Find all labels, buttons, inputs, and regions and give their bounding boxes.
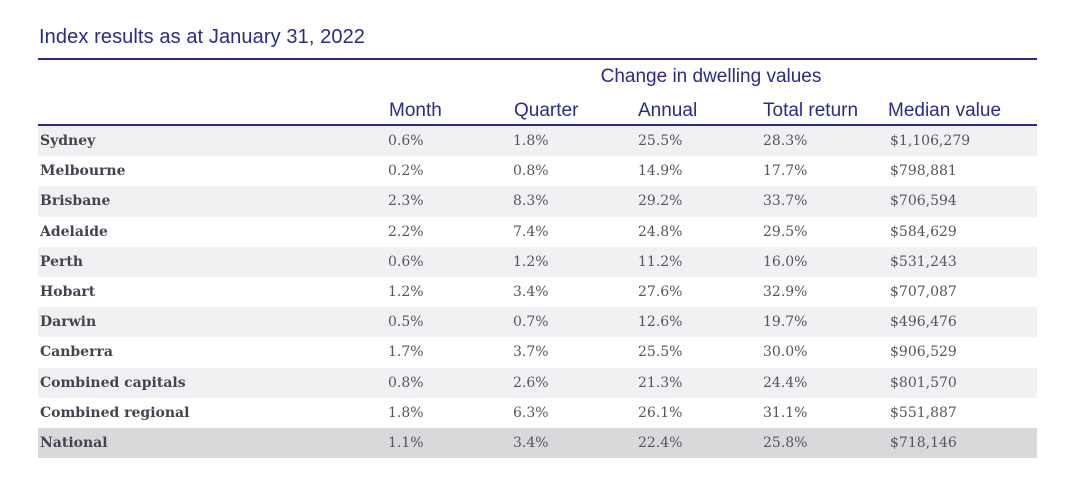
column-header-month: Month <box>389 100 442 121</box>
month-change: 2.2% <box>388 223 424 240</box>
title-divider <box>38 58 1037 60</box>
annual-change: 25.5% <box>638 133 683 149</box>
median-value: $551,887 <box>890 404 957 421</box>
total-return: 30.0% <box>763 344 808 361</box>
table-row-adelaide: Adelaide 2.2% 7.4% 24.8% 29.5% $584,629 <box>38 217 1037 247</box>
median-value: $718,146 <box>890 434 957 451</box>
region-name: Combined regional <box>40 404 190 421</box>
table-row-hobart: Hobart 1.2% 3.4% 27.6% 32.9% $707,087 <box>38 277 1037 307</box>
median-value: $531,243 <box>890 253 957 270</box>
total-return: 33.7% <box>763 193 808 210</box>
quarter-change: 3.7% <box>513 344 549 361</box>
quarter-change: 3.4% <box>513 283 549 300</box>
total-return: 19.7% <box>763 314 808 331</box>
table-body: Sydney 0.6% 1.8% 25.5% 28.3% $1,106,279 … <box>38 126 1037 459</box>
month-change: 1.8% <box>388 404 424 421</box>
month-change: 1.1% <box>388 434 424 451</box>
median-value: $707,087 <box>890 283 957 300</box>
region-name: Hobart <box>40 283 96 300</box>
median-value: $801,570 <box>890 374 957 391</box>
page-title: Index results as at January 31, 2022 <box>39 26 366 48</box>
table-row-perth: Perth 0.6% 1.2% 11.2% 16.0% $531,243 <box>38 246 1037 277</box>
total-return: 24.4% <box>763 374 808 391</box>
quarter-change: 7.4% <box>513 223 549 240</box>
quarter-change: 0.8% <box>513 163 549 180</box>
quarter-change: 8.3% <box>513 193 549 210</box>
table-row-darwin: Darwin 0.5% 0.7% 12.6% 19.7% $496,476 <box>38 307 1037 338</box>
median-value: $1,106,279 <box>890 133 971 149</box>
column-header-quarter: Quarter <box>514 100 579 121</box>
annual-change: 14.9% <box>638 163 683 180</box>
median-value: $798,881 <box>890 163 957 180</box>
month-change: 0.8% <box>388 374 424 391</box>
table-row-brisbane: Brisbane 2.3% 8.3% 29.2% 33.7% $706,594 <box>38 186 1037 217</box>
quarter-change: 2.6% <box>513 374 549 391</box>
total-return: 25.8% <box>763 434 808 451</box>
table-row-combined-capitals: Combined capitals 0.8% 2.6% 21.3% 24.4% … <box>38 367 1037 398</box>
annual-change: 22.4% <box>638 434 683 451</box>
quarter-change: 6.3% <box>513 404 549 421</box>
table-row-canberra: Canberra 1.7% 3.7% 25.5% 30.0% $906,529 <box>38 337 1037 367</box>
total-return: 17.7% <box>763 163 808 180</box>
month-change: 0.2% <box>388 163 424 180</box>
region-name: Combined capitals <box>40 374 186 391</box>
month-change: 2.3% <box>388 193 424 210</box>
annual-change: 21.3% <box>638 374 683 391</box>
month-change: 0.6% <box>388 253 424 270</box>
header-divider <box>38 124 1037 126</box>
region-name: Canberra <box>40 344 113 361</box>
region-name: Sydney <box>40 133 96 149</box>
month-change: 1.7% <box>388 344 424 361</box>
total-return: 31.1% <box>763 404 808 421</box>
quarter-change: 1.2% <box>513 253 549 270</box>
quarter-change: 3.4% <box>513 434 549 451</box>
median-value: $584,629 <box>890 223 957 240</box>
region-name: Brisbane <box>40 193 111 210</box>
annual-change: 26.1% <box>638 404 683 421</box>
column-header-median-value: Median value <box>888 100 1002 121</box>
annual-change: 24.8% <box>638 223 683 240</box>
table-row-sydney: Sydney 0.6% 1.8% 25.5% 28.3% $1,106,279 <box>38 126 1037 157</box>
median-value: $906,529 <box>890 344 957 361</box>
region-name: Perth <box>40 253 84 270</box>
region-name: Adelaide <box>40 223 108 240</box>
total-return: 29.5% <box>763 223 808 240</box>
annual-change: 12.6% <box>638 314 683 331</box>
total-return: 32.9% <box>763 283 808 300</box>
total-return: 16.0% <box>763 253 808 270</box>
annual-change: 27.6% <box>638 283 683 300</box>
median-value: $496,476 <box>890 314 957 331</box>
median-value: $706,594 <box>890 193 957 210</box>
quarter-change: 1.8% <box>513 133 549 149</box>
annual-change: 11.2% <box>638 253 683 270</box>
region-name: Melbourne <box>40 163 126 180</box>
region-name: National <box>40 434 108 451</box>
annual-change: 29.2% <box>638 193 683 210</box>
total-return: 28.3% <box>763 133 808 149</box>
month-change: 1.2% <box>388 283 424 300</box>
table-group-header: Change in dwelling values <box>600 66 822 87</box>
region-name: Darwin <box>40 314 97 331</box>
month-change: 0.5% <box>388 314 424 331</box>
column-header-annual: Annual <box>638 100 698 121</box>
annual-change: 25.5% <box>638 344 683 361</box>
table-row-national: National 1.1% 3.4% 22.4% 25.8% $718,146 <box>38 427 1037 459</box>
quarter-change: 0.7% <box>513 314 549 331</box>
column-header-total-return: Total return <box>763 100 859 121</box>
month-change: 0.6% <box>388 133 424 149</box>
table-row-combined-regional: Combined regional 1.8% 6.3% 26.1% 31.1% … <box>38 398 1037 428</box>
table-row-melbourne: Melbourne 0.2% 0.8% 14.9% 17.7% $798,881 <box>38 156 1037 186</box>
